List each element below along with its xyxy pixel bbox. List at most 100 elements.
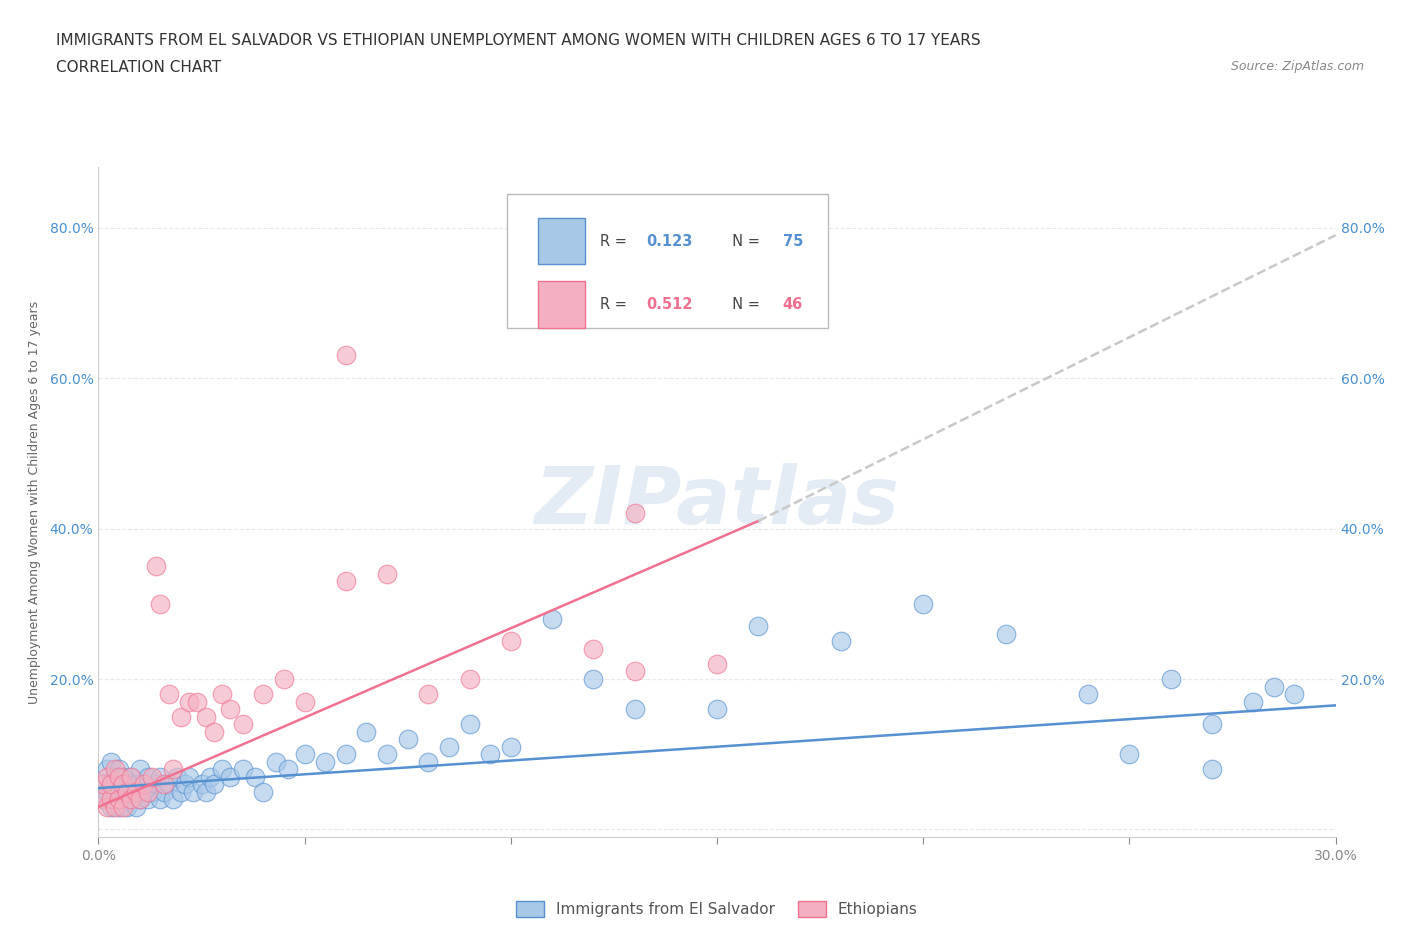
Point bbox=[128, 762, 150, 777]
Point bbox=[104, 769, 127, 784]
Point bbox=[104, 800, 127, 815]
Point bbox=[232, 762, 254, 777]
Point bbox=[120, 792, 142, 807]
Point bbox=[153, 777, 176, 791]
Point bbox=[153, 784, 176, 799]
Point bbox=[136, 769, 159, 784]
Point bbox=[1077, 686, 1099, 701]
Point bbox=[108, 762, 131, 777]
Point bbox=[623, 664, 645, 679]
Point bbox=[117, 800, 139, 815]
Point bbox=[108, 800, 131, 815]
Bar bbox=[537, 281, 585, 328]
Point bbox=[294, 694, 316, 709]
Point bbox=[149, 792, 172, 807]
Point bbox=[294, 747, 316, 762]
Bar bbox=[537, 218, 585, 264]
Point bbox=[179, 769, 201, 784]
Point bbox=[100, 777, 122, 791]
Point bbox=[479, 747, 502, 762]
Point bbox=[335, 747, 357, 762]
Point bbox=[1284, 686, 1306, 701]
Point bbox=[418, 754, 440, 769]
Point bbox=[418, 686, 440, 701]
Text: R =: R = bbox=[599, 233, 631, 248]
Point bbox=[202, 777, 225, 791]
Point bbox=[356, 724, 378, 739]
Point bbox=[108, 769, 131, 784]
Point bbox=[91, 777, 114, 791]
Point bbox=[96, 800, 118, 815]
Point bbox=[145, 559, 167, 574]
Point bbox=[994, 627, 1017, 642]
Point bbox=[108, 792, 131, 807]
Text: N =: N = bbox=[723, 233, 765, 248]
Point bbox=[100, 754, 122, 769]
Point bbox=[124, 784, 146, 799]
Point bbox=[132, 777, 155, 791]
Point bbox=[100, 800, 122, 815]
Point bbox=[124, 777, 146, 791]
Point bbox=[174, 777, 197, 791]
Text: ZIPatlas: ZIPatlas bbox=[534, 463, 900, 541]
Point bbox=[499, 634, 522, 649]
Point bbox=[264, 754, 287, 769]
Point bbox=[157, 686, 180, 701]
Text: 75: 75 bbox=[783, 233, 803, 248]
Point bbox=[1201, 717, 1223, 732]
Point bbox=[166, 769, 188, 784]
FancyBboxPatch shape bbox=[506, 194, 828, 328]
Point bbox=[120, 792, 142, 807]
Point bbox=[91, 777, 114, 791]
Point bbox=[136, 784, 159, 799]
Text: Source: ZipAtlas.com: Source: ZipAtlas.com bbox=[1230, 60, 1364, 73]
Point bbox=[100, 792, 122, 807]
Point bbox=[314, 754, 336, 769]
Point bbox=[124, 800, 146, 815]
Point bbox=[186, 694, 208, 709]
Point bbox=[108, 784, 131, 799]
Point bbox=[1118, 747, 1140, 762]
Point bbox=[396, 732, 419, 747]
Y-axis label: Unemployment Among Women with Children Ages 6 to 17 years: Unemployment Among Women with Children A… bbox=[28, 300, 41, 704]
Point bbox=[252, 686, 274, 701]
Text: CORRELATION CHART: CORRELATION CHART bbox=[56, 60, 221, 75]
Point bbox=[499, 739, 522, 754]
Point bbox=[141, 769, 163, 784]
Point bbox=[91, 792, 114, 807]
Point bbox=[149, 769, 172, 784]
Point bbox=[623, 701, 645, 716]
Point bbox=[96, 769, 118, 784]
Point bbox=[141, 784, 163, 799]
Point bbox=[375, 566, 398, 581]
Point bbox=[162, 792, 184, 807]
Point bbox=[100, 777, 122, 791]
Point bbox=[128, 792, 150, 807]
Point bbox=[243, 769, 266, 784]
Point bbox=[145, 777, 167, 791]
Point bbox=[202, 724, 225, 739]
Point bbox=[96, 784, 118, 799]
Point bbox=[96, 762, 118, 777]
Point bbox=[112, 769, 135, 784]
Point bbox=[219, 701, 242, 716]
Point bbox=[120, 769, 142, 784]
Point bbox=[194, 710, 217, 724]
Point bbox=[458, 717, 481, 732]
Point bbox=[747, 618, 769, 633]
Point bbox=[335, 574, 357, 589]
Point bbox=[149, 596, 172, 611]
Point bbox=[112, 777, 135, 791]
Point bbox=[128, 792, 150, 807]
Point bbox=[582, 671, 605, 686]
Point bbox=[181, 784, 204, 799]
Point bbox=[170, 784, 193, 799]
Point bbox=[232, 717, 254, 732]
Point bbox=[117, 784, 139, 799]
Point bbox=[104, 762, 127, 777]
Point bbox=[211, 686, 233, 701]
Point bbox=[437, 739, 460, 754]
Point bbox=[335, 348, 357, 363]
Point bbox=[706, 657, 728, 671]
Point bbox=[211, 762, 233, 777]
